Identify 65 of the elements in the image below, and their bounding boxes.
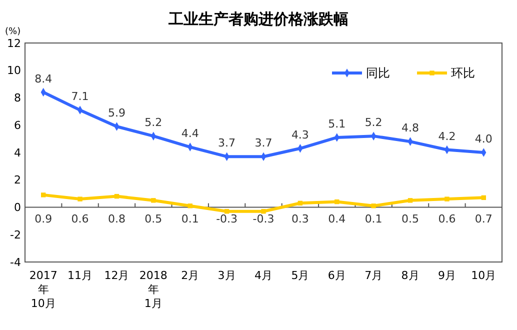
point [444, 196, 450, 202]
data-label: -0.3 [216, 212, 238, 226]
data-label: 0.5 [144, 212, 162, 226]
y-tick-label: 4 [14, 146, 21, 160]
point [41, 192, 46, 198]
point [224, 209, 230, 214]
point [298, 200, 303, 206]
chart-title: 工业生产者购进价格涨跌幅 [168, 10, 348, 28]
y-tick-label: 0 [14, 201, 21, 214]
data-label: 4.8 [402, 122, 420, 135]
data-label: 0.4 [328, 212, 346, 226]
point [334, 199, 340, 204]
x-tick-label: 6月 [328, 269, 346, 282]
data-label: 5.2 [364, 116, 382, 130]
data-label: 0.6 [438, 212, 456, 226]
data-label: 4.3 [291, 128, 309, 142]
data-label: 5.2 [144, 116, 162, 130]
y-tick-label: 2 [14, 174, 21, 187]
x-tick-label: 2018 年 1月 [139, 269, 168, 310]
data-label: 8.4 [34, 72, 52, 86]
data-label: 0.6 [71, 212, 89, 226]
point [78, 196, 82, 202]
x-tick-label: 12月 [104, 269, 130, 282]
data-label: 0.8 [108, 212, 126, 226]
data-label: 0.1 [364, 212, 382, 226]
point [188, 204, 192, 208]
point [481, 195, 486, 200]
y-tick-label: 8 [14, 92, 21, 105]
x-tick-label: 2017 年 10月 [29, 269, 58, 310]
y-tick-label: 10 [7, 64, 21, 78]
x-tick-label: 2月 [181, 269, 200, 282]
y-tick-label: 12 [7, 36, 21, 50]
data-label: 4.2 [438, 130, 456, 143]
data-label: 3.7 [218, 136, 236, 150]
point [261, 209, 266, 214]
y-tick-label: -2 [10, 228, 21, 242]
data-label: 0.5 [402, 212, 420, 226]
data-label: 5.1 [328, 117, 346, 130]
data-label: 0.1 [181, 212, 199, 226]
point [371, 204, 376, 208]
y-axis-title: (%) [5, 27, 21, 37]
data-label: 0.9 [34, 212, 52, 226]
x-tick-label: 5月 [291, 269, 310, 282]
data-label: 3.7 [254, 136, 272, 150]
x-tick-label: 9月 [438, 269, 456, 282]
x-tick-label: 8月 [401, 269, 420, 282]
x-tick-label: 11月 [68, 269, 93, 282]
point [408, 198, 413, 203]
legend-label: 环比 [451, 66, 475, 80]
y-tick-label: 6 [14, 118, 21, 132]
data-label: 4.0 [474, 132, 492, 146]
data-label: 7.1 [71, 90, 89, 104]
data-label: 0.7 [474, 212, 492, 226]
data-label: -0.3 [252, 212, 274, 226]
x-tick-label: 7月 [364, 269, 383, 282]
y-tick-label: -4 [10, 256, 21, 269]
data-label: 4.4 [181, 127, 199, 140]
point [114, 194, 120, 199]
data-label: 0.3 [291, 212, 309, 226]
x-tick-label: 4月 [254, 269, 272, 282]
legend-label: 同比 [366, 66, 390, 80]
x-tick-label: 3月 [218, 269, 236, 282]
point [151, 198, 156, 203]
x-tick-label: 10月 [471, 269, 496, 282]
data-label: 5.9 [108, 106, 126, 120]
